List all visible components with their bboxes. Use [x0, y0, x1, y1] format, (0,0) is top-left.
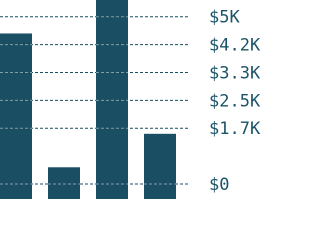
y-tick-label: $0: [209, 175, 229, 195]
y-tick-label: $1.7K: [209, 119, 261, 139]
y-tick-label: $3.3K: [209, 63, 261, 83]
y-tick-label: $2.5K: [209, 91, 261, 111]
chart: $0 $1.7K $2.5K $3.3K $4.2K $5K: [0, 0, 261, 199]
bar: [48, 167, 80, 199]
y-tick-label: $4.2K: [209, 36, 261, 56]
bar: [0, 33, 32, 199]
bar: [96, 0, 128, 199]
y-tick-label: $5K: [209, 8, 240, 28]
bar: [144, 133, 176, 199]
